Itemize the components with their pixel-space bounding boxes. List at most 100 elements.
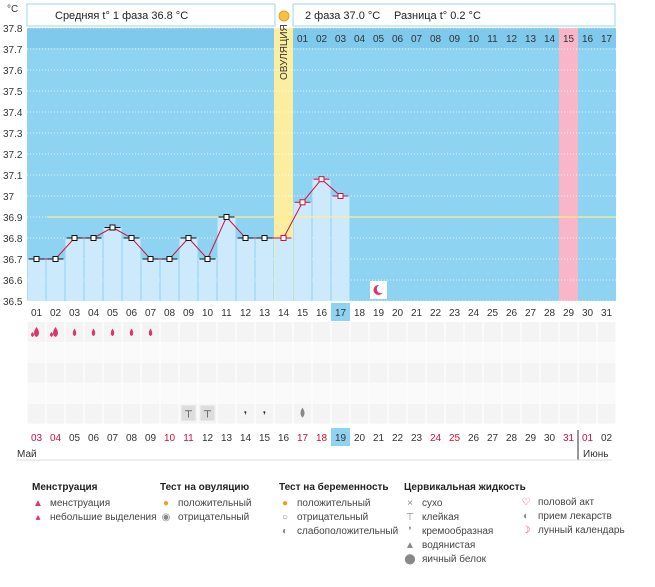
temperature-bar: [141, 259, 160, 301]
phase2-day-label: 11: [487, 34, 498, 45]
egg-white-icon: ⬤: [404, 554, 416, 565]
cycle-day-label: 09: [183, 308, 195, 319]
legend-item: ● положительный: [160, 497, 252, 511]
legend-item: ❜ кремообразная: [404, 525, 526, 539]
cycle-day-label: 02: [50, 308, 62, 319]
legend-item: ▲ водянистая: [405, 540, 476, 551]
cycle-day-label: 26: [506, 308, 518, 319]
y-tick-label: 37.4: [3, 108, 23, 119]
legend-item: ▴ небольшие выделения: [32, 511, 156, 525]
y-tick-label: 36.7: [3, 255, 23, 266]
sun-icon: ●: [162, 498, 170, 509]
date-label: 28: [506, 433, 518, 444]
temperature-bars: [27, 179, 350, 301]
date-label: 29: [525, 433, 537, 444]
date-label: 27: [487, 433, 499, 444]
temperature-bar: [103, 227, 122, 301]
date-axis: 03 04 05 06 07 08 09 10 11 12 13 14 15 16 17 18 19 20 21 22…: [17, 428, 612, 461]
legend-item: ☽ лунный календарь: [521, 525, 625, 536]
cycle-day-label: 24: [468, 308, 480, 319]
legend-pregnancy-test: Тест на беременность ● положительный ○ отр…: [279, 482, 398, 539]
temperature-point: [204, 256, 211, 262]
temperature-line: [28, 176, 616, 299]
phase2-day-label: 16: [582, 34, 594, 45]
cycle-day-label: 16: [316, 308, 328, 319]
date-label: 14: [240, 433, 252, 444]
cycle-day-label: 15: [297, 308, 309, 319]
month-left-label: Май: [17, 449, 37, 460]
today-date-marker: [331, 428, 350, 446]
temperature-bar: [255, 238, 274, 301]
phase2-day-label: 07: [411, 34, 423, 45]
y-tick-label: 36.8: [3, 234, 23, 245]
cycle-day-label: 08: [164, 308, 176, 319]
cycle-day-label: 12: [240, 308, 252, 319]
sticky-icon: ⊤: [203, 410, 212, 421]
highlight-column: [559, 28, 578, 301]
date-label: 25: [449, 433, 461, 444]
cycle-day-label: 22: [430, 308, 442, 319]
y-tick-label: 37.8: [3, 24, 23, 35]
temperature-point: [71, 235, 78, 241]
cross-icon: ×: [407, 498, 413, 509]
y-tick-label: 37.3: [3, 129, 23, 140]
phase1-label: Средняя t° 1 фаза 36.8 °C: [55, 10, 188, 22]
date-label: 17: [297, 433, 309, 444]
month-right-label: Июнь: [583, 449, 608, 460]
cycle-day-label: 10: [202, 308, 214, 319]
cycle-day-label: 19: [373, 308, 385, 319]
sticky-icon: ⊤: [405, 512, 415, 523]
menstruation-drop-icon: [72, 328, 77, 337]
cycle-day-label: 06: [126, 308, 138, 319]
phase2-day-label: 02: [316, 34, 328, 45]
phase2-day-label: 15: [563, 34, 575, 45]
date-label: 20: [354, 433, 366, 444]
date-label: 31: [563, 433, 575, 444]
date-label: 13: [221, 433, 233, 444]
temperature-point: [185, 235, 192, 241]
cycle-day-label: 25: [487, 308, 499, 319]
temperature-point: [109, 224, 116, 231]
cycle-day-label: 30: [582, 308, 594, 319]
temperature-point: [147, 256, 154, 262]
legend-item: ▲ менструация: [33, 498, 111, 509]
negative-icon: ○: [281, 512, 289, 523]
cycle-day-label: 13: [259, 308, 271, 319]
y-tick-label: 37.7: [3, 45, 23, 56]
temperature-bar: [331, 196, 350, 301]
phase1-box: [26, 3, 276, 27]
legend-title: Тест на овуляцию: [160, 482, 250, 493]
temperature-bar: [217, 217, 236, 301]
date-label: 26: [468, 433, 480, 444]
pill-icon: ◐: [522, 511, 530, 522]
cycle-day-label: 07: [145, 308, 157, 319]
symptom-row: [27, 403, 616, 424]
menstruation-drop-icon: [110, 328, 115, 337]
date-label: 01: [582, 433, 594, 444]
sun-icon: [278, 10, 290, 22]
menstruation-drop-icon: [31, 332, 34, 337]
drop-icon: ▲: [33, 498, 43, 509]
legend-title: Менструация: [32, 482, 98, 493]
weak-positive-icon: ◐: [281, 526, 289, 537]
symptom-row: [27, 342, 616, 363]
menstruation-drop-icon: [148, 328, 153, 337]
phase2-day-label: 17: [601, 34, 613, 45]
phase2-day-label: 01: [297, 34, 309, 45]
temperature-point: [337, 193, 344, 199]
cycle-day-label: 11: [221, 308, 232, 319]
legend-ovulation-test: Тест на овуляцию ● положительный ◉ отрицат…: [160, 482, 251, 525]
legend-other: ♡ половой акт ◐ прием лекарств ☽ лунный кал…: [520, 496, 625, 538]
temperature-point: [223, 214, 230, 220]
menstruation-drop-icon: [53, 327, 58, 337]
plot-area: ОВУЛЯЦИЯ: [27, 24, 616, 302]
marker-box: [181, 405, 196, 421]
temperature-point: [166, 256, 173, 262]
date-label: 16: [278, 433, 290, 444]
cycle-day-axis: 01 02 03 04 05 06 07 08 09 10 11 12 13 14 15 16 17 01 02 03…: [31, 34, 613, 321]
phase2-day-label: 05: [373, 34, 385, 45]
symptom-rows: ⊤ ⊤ ❜ ❜: [26, 322, 617, 424]
moon-icon: ☽: [521, 525, 531, 536]
circle-icon: ◉: [161, 512, 171, 523]
bbt-chart: Средняя t° 1 фаза 36.8 °C 2 фаза 37.0 °C Р…: [3, 3, 617, 461]
